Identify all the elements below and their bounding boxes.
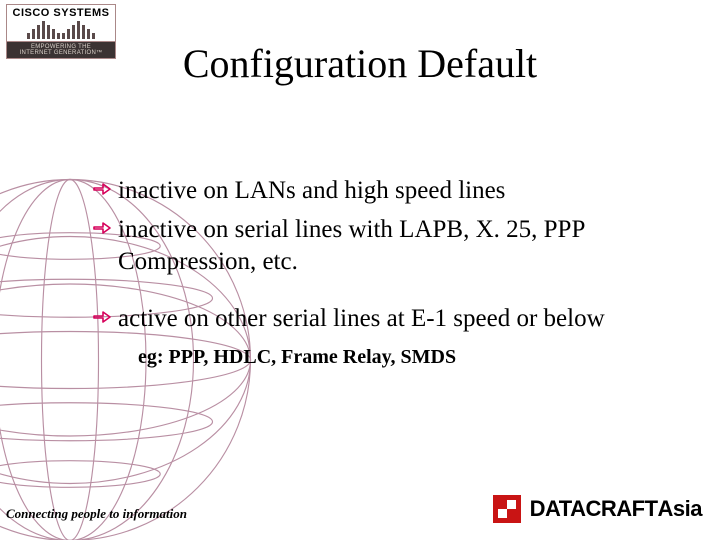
datacraft-logo: DATACRAFTAsia bbox=[492, 494, 702, 524]
bullet-item: active on other serial lines at E-1 spee… bbox=[92, 303, 690, 334]
bullet-arrow-icon bbox=[92, 218, 112, 238]
cisco-bridge-icon bbox=[27, 21, 95, 39]
cisco-brand-text: CISCO SYSTEMS bbox=[13, 7, 110, 19]
datacraft-word1: DATACRAFT bbox=[530, 496, 658, 521]
bullet-arrow-icon bbox=[92, 307, 112, 327]
bullet-arrow-icon bbox=[92, 179, 112, 199]
bullet-text: inactive on LANs and high speed lines bbox=[118, 175, 690, 206]
bullet-list: inactive on LANs and high speed lines ina… bbox=[92, 175, 690, 369]
slide-title: Configuration Default bbox=[0, 40, 720, 87]
bullet-item: inactive on LANs and high speed lines bbox=[92, 175, 690, 206]
datacraft-word2: Asia bbox=[658, 496, 702, 521]
datacraft-wordmark: DATACRAFTAsia bbox=[530, 496, 702, 522]
bullet-text: active on other serial lines at E-1 spee… bbox=[118, 303, 690, 334]
bullet-item: inactive on serial lines with LAPB, X. 2… bbox=[92, 214, 690, 277]
datacraft-mark-icon bbox=[492, 494, 522, 524]
tagline: Connecting people to information bbox=[6, 506, 187, 522]
bullet-text: inactive on serial lines with LAPB, X. 2… bbox=[118, 214, 690, 277]
bullet-subtext: eg: PPP, HDLC, Frame Relay, SMDS bbox=[138, 346, 690, 369]
